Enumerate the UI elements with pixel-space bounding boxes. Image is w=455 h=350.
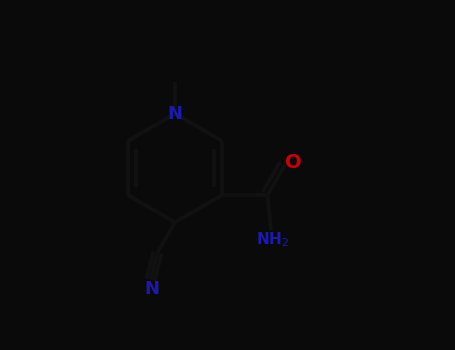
Text: N: N — [145, 280, 160, 298]
Text: NH$_2$: NH$_2$ — [256, 231, 289, 249]
Text: N: N — [167, 105, 182, 123]
Text: O: O — [285, 153, 302, 172]
